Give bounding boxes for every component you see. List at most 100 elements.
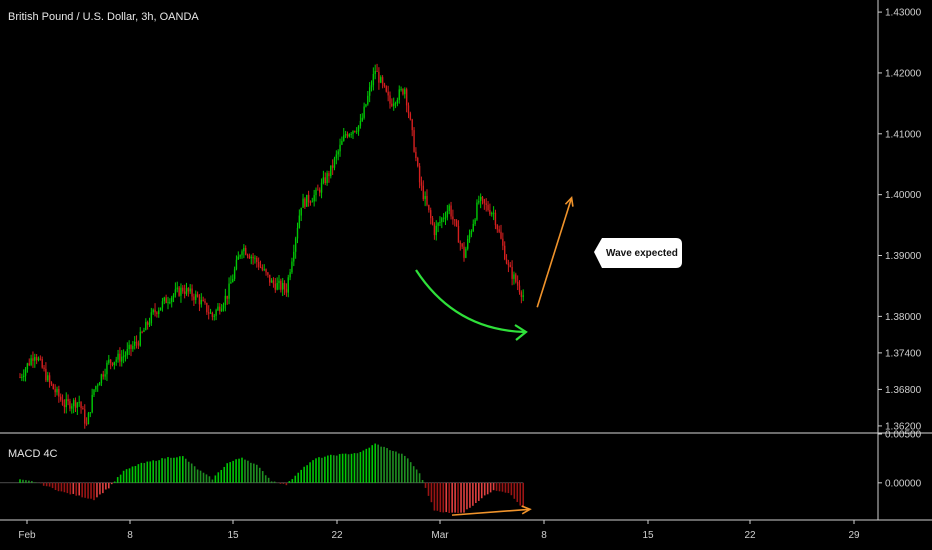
candle-body bbox=[128, 344, 130, 349]
candle bbox=[222, 302, 225, 312]
candle-body bbox=[243, 247, 245, 252]
candle bbox=[130, 344, 132, 357]
candle bbox=[405, 87, 408, 113]
candle-body bbox=[417, 158, 419, 167]
candle-body bbox=[396, 99, 399, 104]
candle bbox=[463, 242, 465, 262]
candle bbox=[450, 201, 452, 220]
candle bbox=[165, 294, 167, 304]
candle-body bbox=[309, 202, 312, 204]
candle bbox=[374, 64, 376, 80]
candle bbox=[418, 163, 421, 189]
candle-body bbox=[283, 283, 286, 290]
candle-body bbox=[226, 295, 228, 299]
candle-body bbox=[411, 119, 413, 131]
candle-body bbox=[330, 165, 332, 177]
candle bbox=[230, 275, 232, 284]
candle-body bbox=[300, 207, 302, 216]
candle bbox=[19, 373, 21, 379]
candle-body bbox=[439, 221, 441, 223]
candle bbox=[250, 254, 252, 265]
candle bbox=[520, 290, 523, 304]
candle bbox=[122, 349, 125, 364]
candle bbox=[111, 362, 114, 367]
candle bbox=[483, 198, 486, 210]
candle bbox=[211, 311, 214, 321]
price-tick-label: 1.41000 bbox=[885, 129, 922, 140]
candle bbox=[331, 159, 334, 175]
wave-expected-callout[interactable]: Wave expected bbox=[594, 238, 682, 268]
candle-body bbox=[282, 283, 284, 290]
candle-body bbox=[483, 199, 486, 204]
candle bbox=[442, 213, 445, 223]
candle-body bbox=[69, 401, 71, 409]
callout-bubble bbox=[594, 238, 682, 268]
candle-body bbox=[274, 283, 276, 290]
candle-body bbox=[424, 196, 426, 200]
candle-body bbox=[278, 280, 280, 283]
candle bbox=[93, 389, 95, 397]
candle bbox=[256, 255, 258, 268]
candle-body bbox=[171, 297, 173, 303]
candle-body bbox=[370, 85, 373, 88]
candle-body bbox=[245, 247, 247, 255]
candle bbox=[259, 260, 262, 269]
candle-body bbox=[130, 344, 132, 349]
candle-body bbox=[387, 91, 389, 96]
candle bbox=[465, 246, 467, 259]
candle bbox=[232, 274, 234, 283]
candle bbox=[518, 280, 521, 295]
green-arrowhead-icon bbox=[514, 324, 528, 341]
candle-body bbox=[502, 238, 504, 246]
candle bbox=[135, 335, 138, 349]
candle bbox=[368, 82, 371, 103]
candle bbox=[491, 211, 493, 217]
candle bbox=[113, 361, 116, 370]
candle-body bbox=[306, 194, 308, 207]
candle bbox=[306, 194, 308, 207]
candle bbox=[294, 236, 297, 259]
candle-body bbox=[72, 400, 75, 407]
price-tick-label: 1.42000 bbox=[885, 68, 922, 79]
candle-body bbox=[335, 154, 338, 159]
candle-body bbox=[376, 71, 378, 72]
candle bbox=[71, 403, 73, 414]
candle bbox=[119, 347, 121, 367]
candle-body bbox=[80, 402, 82, 408]
candle bbox=[89, 412, 91, 418]
candle bbox=[474, 218, 476, 226]
candle bbox=[328, 170, 330, 183]
candle-body bbox=[178, 287, 180, 296]
candle bbox=[32, 351, 34, 368]
candle bbox=[267, 271, 269, 278]
time-tick-label: 15 bbox=[642, 530, 654, 541]
candle-body bbox=[383, 83, 386, 87]
candle-body bbox=[331, 165, 334, 168]
candle-body bbox=[500, 231, 502, 239]
candle-body bbox=[176, 287, 178, 290]
candle-body bbox=[333, 158, 336, 168]
candle bbox=[293, 244, 295, 267]
candle bbox=[28, 358, 30, 367]
candle bbox=[304, 197, 306, 209]
candle-body bbox=[135, 341, 138, 344]
candle-body bbox=[119, 353, 121, 362]
candle-body bbox=[328, 173, 330, 177]
candle-body bbox=[250, 256, 252, 259]
candle bbox=[313, 189, 315, 207]
candle bbox=[193, 293, 195, 306]
green-curve-arrow bbox=[415, 269, 526, 334]
candle bbox=[398, 85, 400, 104]
candle-body bbox=[265, 269, 267, 273]
candle-body bbox=[326, 173, 328, 183]
candle-body bbox=[494, 212, 497, 226]
candle bbox=[339, 138, 341, 157]
candle bbox=[507, 259, 510, 273]
candle-body bbox=[89, 412, 91, 414]
candle-body bbox=[19, 377, 21, 379]
candle-body bbox=[413, 130, 415, 152]
candle bbox=[352, 130, 354, 140]
candle-body bbox=[481, 196, 484, 200]
